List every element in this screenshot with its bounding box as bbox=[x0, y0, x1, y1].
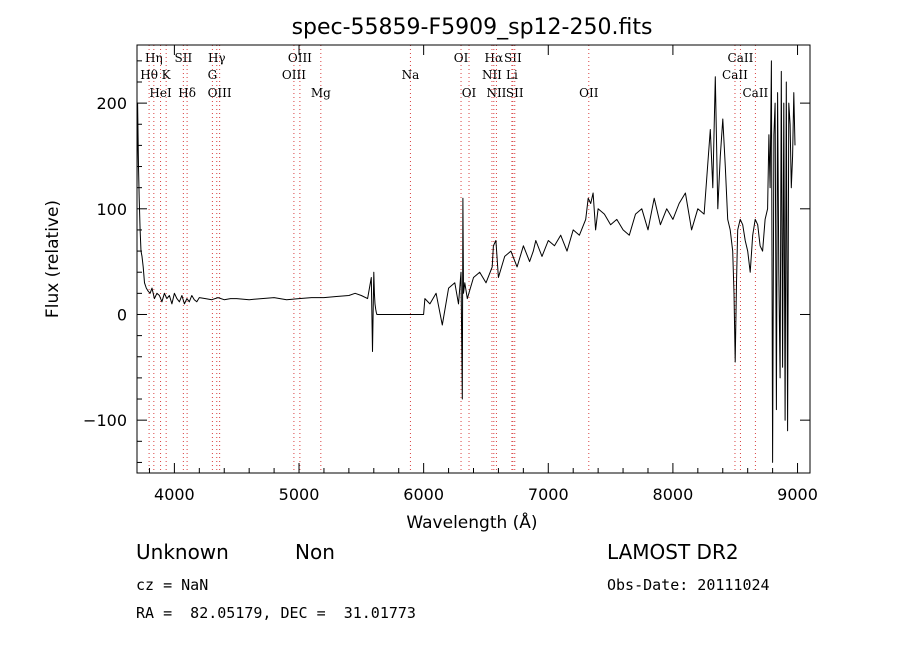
x-tick-label: 9000 bbox=[777, 485, 818, 504]
line-marker-label: CaII bbox=[728, 51, 754, 65]
line-marker-label: OIII bbox=[282, 68, 306, 82]
line-marker-label: NII bbox=[486, 86, 506, 100]
chart-title: spec-55859-F5909_sp12-250.fits bbox=[292, 15, 653, 40]
line-marker-label: SII bbox=[506, 86, 524, 100]
line-marker-label: Hα bbox=[485, 51, 504, 65]
line-marker-label: Hη bbox=[145, 51, 163, 65]
line-marker-label: OIII bbox=[288, 51, 312, 65]
line-marker-label: Hδ bbox=[178, 86, 196, 100]
line-marker-label: SII bbox=[175, 51, 193, 65]
spectrum-series-line bbox=[136, 60, 796, 463]
line-marker-label: CaII bbox=[742, 86, 768, 100]
line-marker-label: Mg bbox=[311, 86, 331, 100]
line-marker-label: SII bbox=[504, 51, 522, 65]
object-subclass: Non bbox=[295, 540, 335, 564]
object-class: Unknown bbox=[136, 540, 229, 564]
y-tick-label: −100 bbox=[83, 411, 127, 430]
y-axis-label: Flux (relative) bbox=[43, 200, 63, 318]
line-marker-label: CaII bbox=[722, 68, 748, 82]
x-tick-label: 4000 bbox=[154, 485, 195, 504]
line-marker-label: Li bbox=[506, 68, 518, 82]
x-tick-label: 7000 bbox=[528, 485, 569, 504]
line-marker-label: G bbox=[208, 68, 218, 82]
x-tick-label: 6000 bbox=[403, 485, 444, 504]
line-marker-label: HeI bbox=[149, 86, 172, 100]
line-marker-label: K bbox=[162, 68, 172, 82]
axis-ticks: 4000 5000 6000 7000 8000 9000 −100 0 100 200 bbox=[83, 45, 818, 504]
y-tick-label: 200 bbox=[96, 94, 127, 113]
y-tick-label: 100 bbox=[96, 200, 127, 219]
line-marker-label: OI bbox=[462, 86, 477, 100]
line-marker-label: Na bbox=[402, 68, 420, 82]
line-marker-label: OIII bbox=[208, 86, 232, 100]
line-marker-label: Hγ bbox=[208, 51, 226, 65]
redshift-cz: cz = NaN bbox=[136, 576, 209, 594]
coordinates: RA = 82.05179, DEC = 31.01773 bbox=[136, 604, 416, 622]
line-marker-label: NII bbox=[482, 68, 502, 82]
survey-name: LAMOST DR2 bbox=[607, 540, 739, 564]
line-marker-label: OI bbox=[454, 51, 469, 65]
plot-frame bbox=[136, 44, 811, 474]
x-tick-label: 5000 bbox=[279, 485, 320, 504]
line-marker-label: OII bbox=[579, 86, 599, 100]
x-tick-label: 8000 bbox=[653, 485, 694, 504]
line-marker-label: Hθ bbox=[140, 68, 158, 82]
x-axis-label: Wavelength (Å) bbox=[406, 511, 537, 533]
observation-date: Obs-Date: 20111024 bbox=[607, 576, 770, 594]
y-tick-label: 0 bbox=[117, 305, 127, 324]
